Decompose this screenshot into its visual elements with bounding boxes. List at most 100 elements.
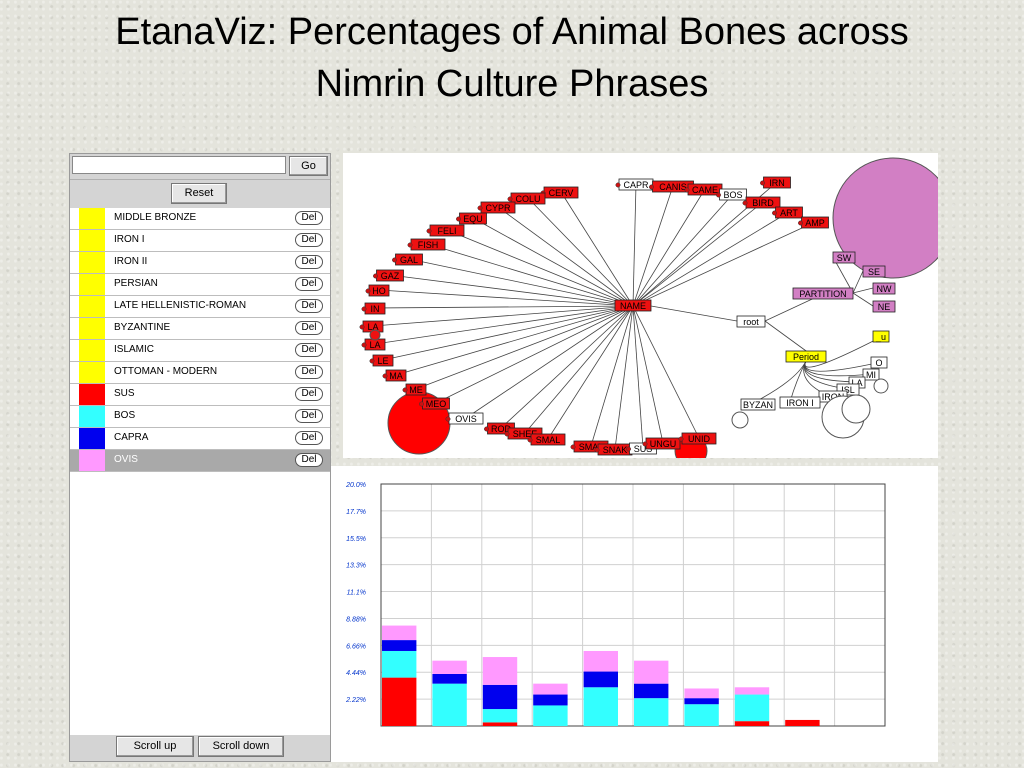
animal-node[interactable]: MA xyxy=(389,371,403,381)
phrase-row[interactable]: MIDDLE BRONZE Del xyxy=(70,208,330,230)
color-swatch xyxy=(79,428,105,449)
tree-graph-view[interactable]: CAPR CANIS CAME BOS BIRD ART AMP IRN CERV COLU CYP… xyxy=(343,153,954,468)
delete-button[interactable]: Del xyxy=(295,409,323,423)
animal-node[interactable]: FELI xyxy=(437,226,456,236)
partition-child-node-box[interactable] xyxy=(872,300,896,313)
animal-node[interactable]: FISH xyxy=(418,240,439,250)
delete-button[interactable]: Del xyxy=(295,233,323,247)
animal-node[interactable]: GAZ xyxy=(381,271,400,281)
animal-node[interactable]: MEO xyxy=(426,399,447,409)
period-node[interactable]: Period xyxy=(793,352,819,362)
phrase-row[interactable]: OTTOMAN - MODERN Del xyxy=(70,362,330,384)
animal-node[interactable]: SMAL xyxy=(579,442,604,452)
phrase-row[interactable]: CAPRA Del xyxy=(70,428,330,450)
animal-node[interactable]: LE xyxy=(377,356,388,366)
animal-node[interactable]: ME xyxy=(409,385,423,395)
animal-node[interactable]: IRN xyxy=(769,178,785,188)
tree-graph-svg[interactable]: CAPR CANIS CAME BOS BIRD ART AMP IRN CERV COLU CYP… xyxy=(343,153,954,468)
scroll-down-button[interactable]: Scroll down xyxy=(198,736,284,757)
period-child-node-box[interactable] xyxy=(779,396,821,409)
animal-node[interactable]: CAPR xyxy=(623,180,649,190)
animal-node[interactable]: OVIS xyxy=(455,414,477,424)
period-child-node[interactable]: IRON I xyxy=(786,398,814,408)
animal-node[interactable]: HO xyxy=(372,286,386,296)
partition-child-node[interactable]: NE xyxy=(878,302,891,312)
phrase-row[interactable]: OVIS Del xyxy=(70,450,330,472)
animal-node[interactable]: IN xyxy=(371,304,380,314)
color-swatch xyxy=(79,362,105,383)
animal-node[interactable]: BOS xyxy=(723,190,742,200)
root-node[interactable]: root xyxy=(743,317,759,327)
go-button[interactable]: Go xyxy=(289,156,328,176)
animal-node[interactable]: UNGU xyxy=(650,439,677,449)
bar-segment-bos xyxy=(533,705,568,726)
search-input[interactable] xyxy=(72,156,286,174)
partition-node-box[interactable] xyxy=(792,287,854,300)
period-child-node-box[interactable] xyxy=(872,330,890,343)
delete-button[interactable]: Del xyxy=(295,453,323,467)
phrase-row[interactable]: IRON I Del xyxy=(70,230,330,252)
phrase-row[interactable]: SUS Del xyxy=(70,384,330,406)
animal-node[interactable]: LA xyxy=(369,340,380,350)
edge-line xyxy=(524,305,634,434)
partition-child-node-box[interactable] xyxy=(862,265,886,278)
animal-node[interactable]: SNAK xyxy=(603,445,628,455)
phrase-row[interactable]: LATE HELLENISTIC-ROMAN Del xyxy=(70,296,330,318)
phrase-row[interactable]: ISLAMIC Del xyxy=(70,340,330,362)
hub-node-box[interactable] xyxy=(614,299,652,312)
delete-button[interactable]: Del xyxy=(295,211,323,225)
phrase-row[interactable]: IRON II Del xyxy=(70,252,330,274)
animal-node[interactable]: BIRD xyxy=(752,198,774,208)
period-child-node-box[interactable] xyxy=(836,383,860,396)
period-child-node[interactable]: BYZAN xyxy=(743,400,773,410)
delete-button[interactable]: Del xyxy=(295,299,323,313)
root-node-box[interactable] xyxy=(736,315,766,328)
animal-node[interactable]: CYPR xyxy=(485,203,511,213)
animal-node[interactable]: CERV xyxy=(549,188,574,198)
animal-node[interactable]: CAME xyxy=(692,185,718,195)
animal-node[interactable]: COLU xyxy=(515,194,540,204)
period-child-node[interactable]: _u xyxy=(875,332,886,342)
animal-node[interactable]: UNID xyxy=(688,434,710,444)
phrase-row[interactable]: BOS Del xyxy=(70,406,330,428)
animal-node[interactable]: LA xyxy=(367,322,378,332)
delete-button[interactable]: Del xyxy=(295,387,323,401)
animal-node[interactable]: SMAL xyxy=(536,435,561,445)
partition-child-node[interactable]: SE xyxy=(868,267,880,277)
period-child-node-box[interactable] xyxy=(862,368,880,381)
delete-button[interactable]: Del xyxy=(295,277,323,291)
animal-node[interactable]: EQU xyxy=(463,214,483,224)
delete-button[interactable]: Del xyxy=(295,321,323,335)
period-child-node[interactable]: ISL xyxy=(841,385,855,395)
partition-child-node[interactable]: NW xyxy=(877,284,892,294)
period-child-node-box[interactable] xyxy=(740,398,776,411)
delete-button[interactable]: Del xyxy=(295,365,323,379)
scroll-up-button[interactable]: Scroll up xyxy=(116,736,194,757)
period-child-node[interactable]: MI xyxy=(866,370,876,380)
animal-node[interactable]: GAL xyxy=(400,255,418,265)
period-node-box[interactable] xyxy=(785,350,827,363)
hub-node[interactable]: NAME xyxy=(620,301,646,311)
reset-button[interactable]: Reset xyxy=(171,183,227,204)
delete-button[interactable]: Del xyxy=(295,343,323,357)
phrase-row[interactable]: PERSIAN Del xyxy=(70,274,330,296)
delete-button[interactable]: Del xyxy=(295,255,323,269)
y-tick-label: 4.44% xyxy=(346,670,366,677)
animal-node[interactable]: AMP xyxy=(805,218,825,228)
animal-node[interactable]: SHEE xyxy=(513,429,538,439)
partition-child-node[interactable]: SW xyxy=(837,253,852,263)
period-child-node[interactable]: IRON xyxy=(822,392,845,402)
animal-node[interactable]: ART xyxy=(780,208,798,218)
period-child-node[interactable]: LA xyxy=(851,378,862,388)
animal-node[interactable]: ROD xyxy=(491,424,512,434)
partition-child-node-box[interactable] xyxy=(832,251,856,264)
partition-node[interactable]: PARTITION xyxy=(799,289,846,299)
phrase-row[interactable]: BYZANTINE Del xyxy=(70,318,330,340)
edge-line xyxy=(497,206,634,307)
animal-node[interactable]: SUS xyxy=(634,444,653,454)
partition-child-node-box[interactable] xyxy=(872,282,896,295)
delete-button[interactable]: Del xyxy=(295,431,323,445)
period-child-node-box[interactable] xyxy=(870,356,888,369)
period-child-node[interactable]: O xyxy=(875,358,882,368)
animal-node[interactable]: CANIS xyxy=(659,182,687,192)
